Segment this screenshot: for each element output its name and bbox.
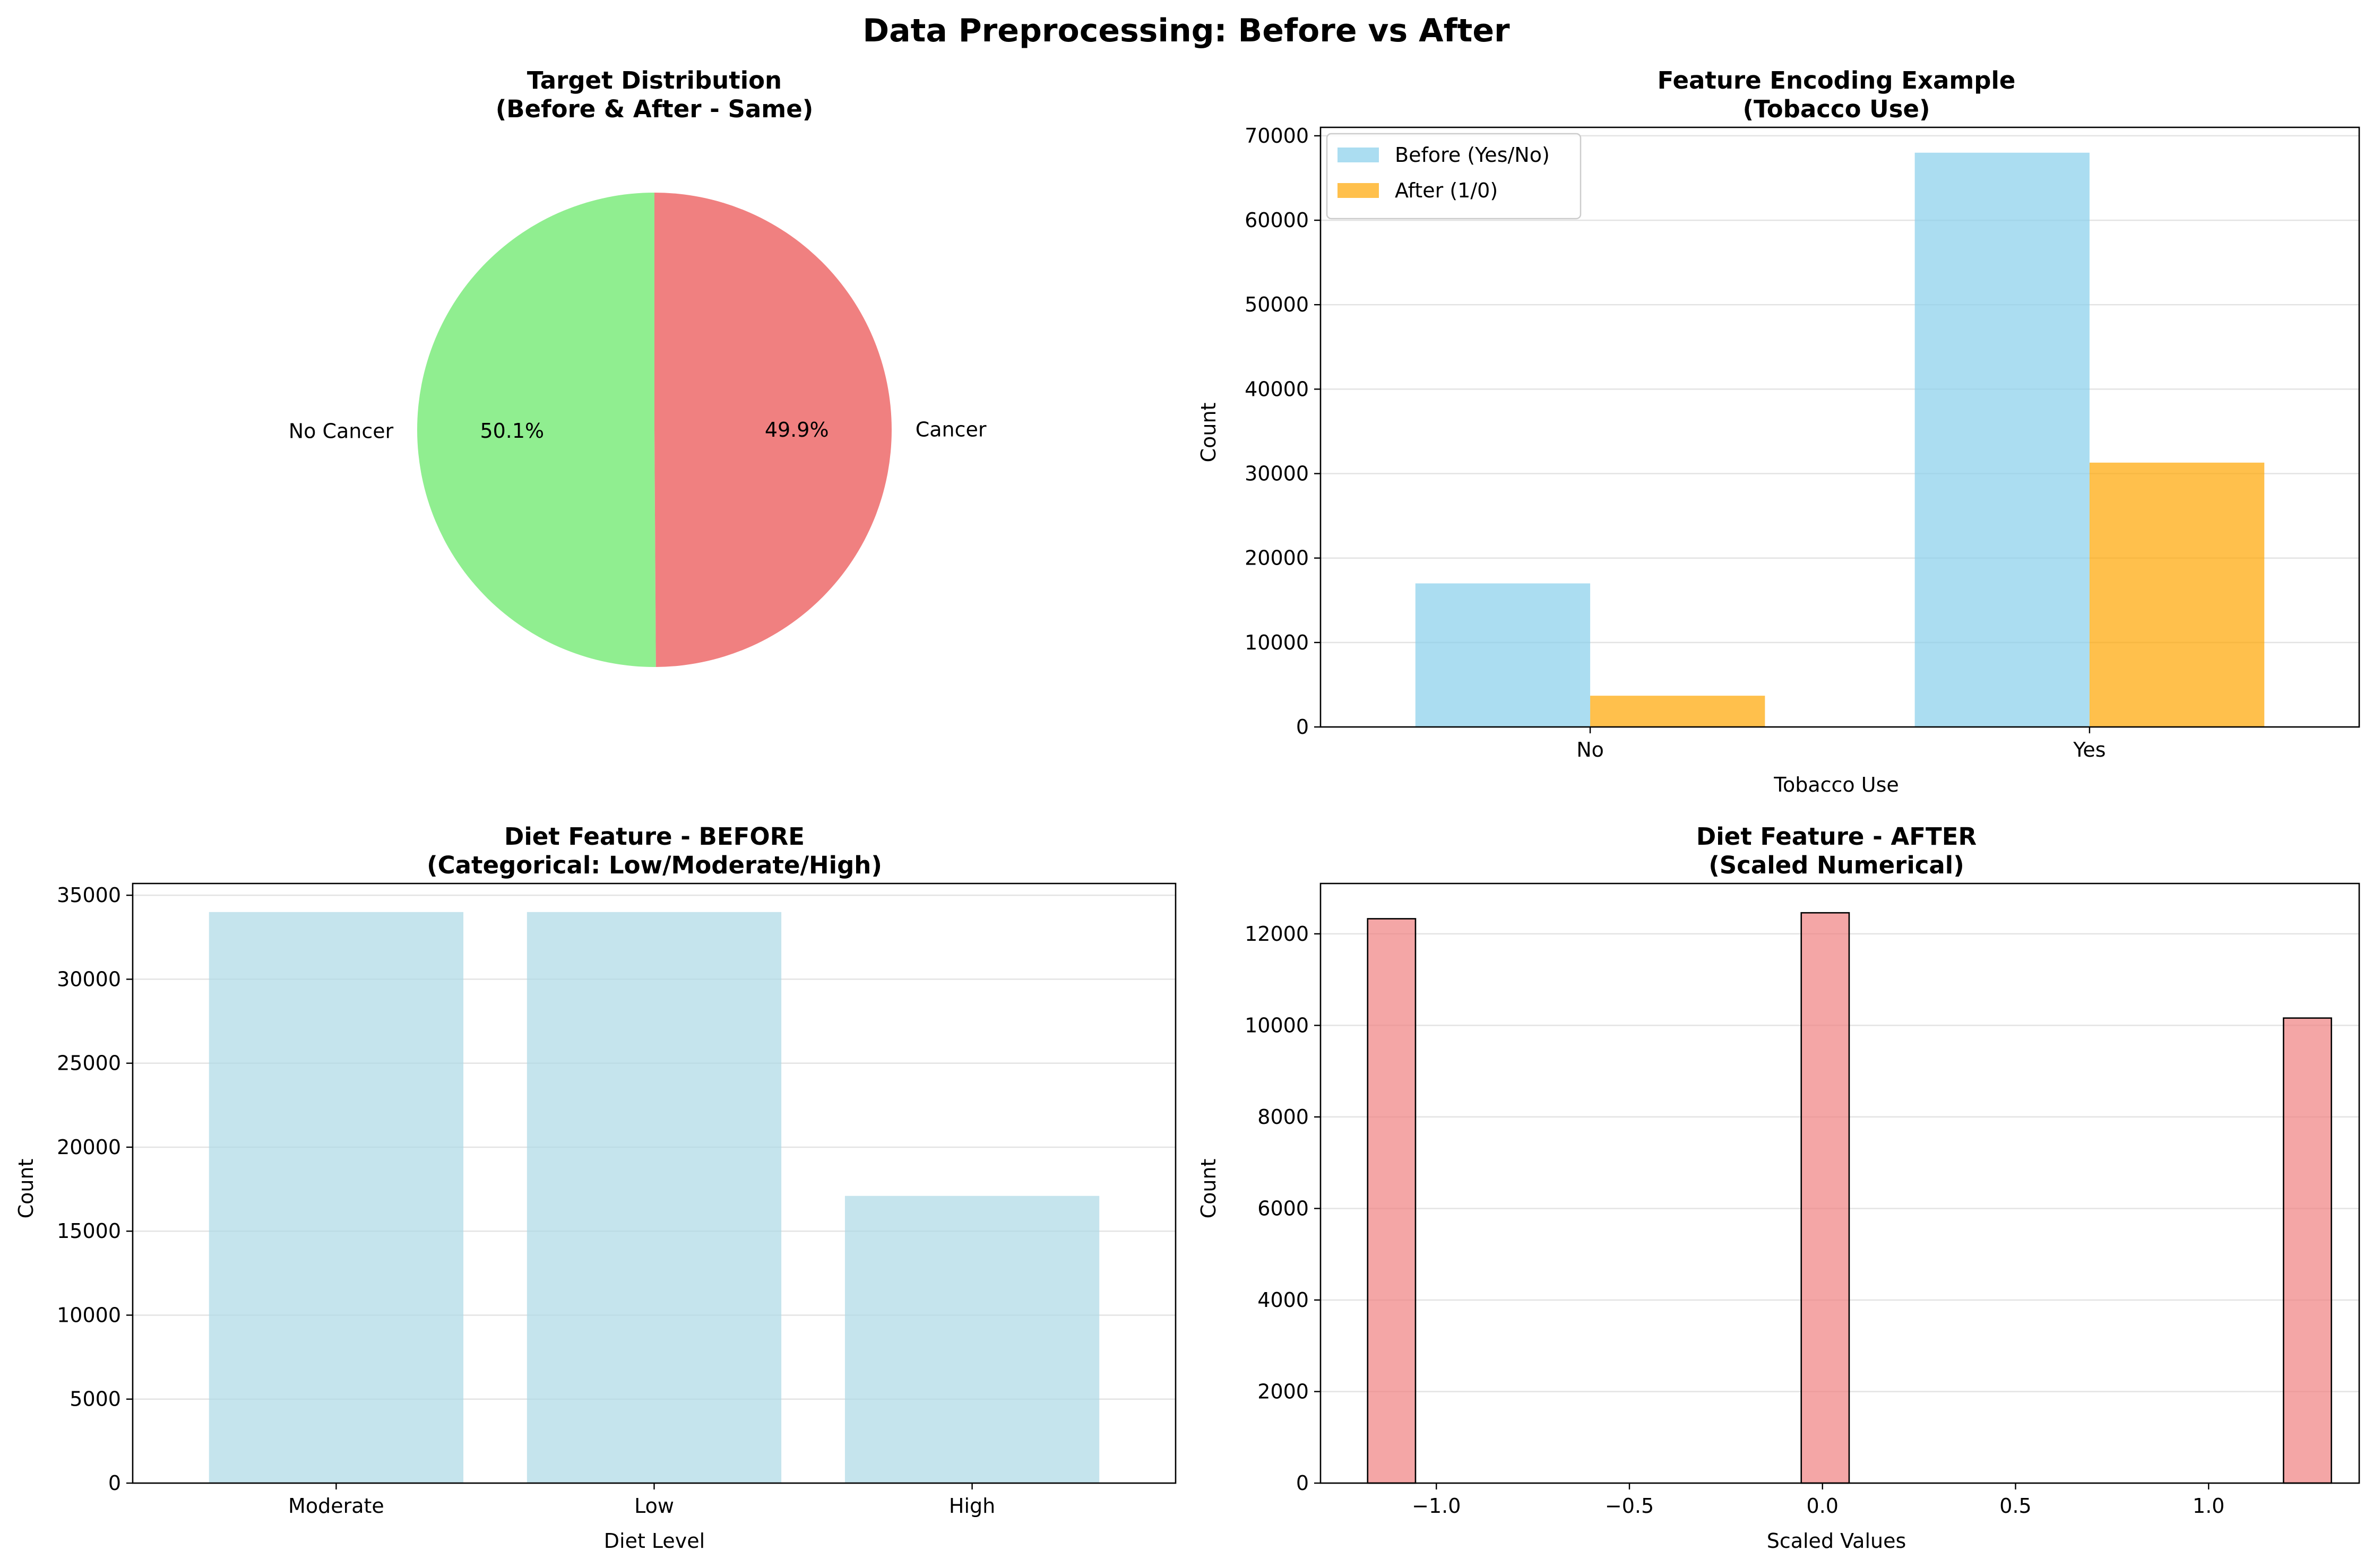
tobacco-y-axis-label: Count — [1197, 403, 1220, 463]
tobacco-x-tick-label: No — [1576, 738, 1604, 761]
tobacco-bar-after-yes — [2089, 462, 2265, 727]
diet-before-bar-moderate — [209, 912, 464, 1483]
tobacco-encoding-bar-panel: Feature Encoding Example (Tobacco Use) T… — [1197, 66, 2360, 796]
diet-after-histogram-panel: Diet Feature - AFTER (Scaled Numerical) … — [1197, 822, 2360, 1553]
diet-after-y-axis-label: Count — [1197, 1159, 1220, 1219]
diet-after-histogram-bar — [1367, 918, 1417, 1484]
diet-after-y-tick-label: 8000 — [1257, 1105, 1309, 1129]
diet-after-x-tick-label: −1.0 — [1412, 1494, 1461, 1518]
tobacco-bar-before-yes — [1914, 152, 2090, 727]
tobacco-legend-box — [1326, 133, 1582, 220]
diet-before-y-tick-label: 35000 — [57, 883, 121, 907]
diet-before-bar-high — [844, 1196, 1100, 1483]
tobacco-y-tick-label: 50000 — [1245, 293, 1309, 316]
figure-title: Data Preprocessing: Before vs After — [862, 12, 1510, 49]
pie-slice-no-cancer — [417, 193, 656, 667]
pie-title-line1: Target Distribution — [527, 66, 782, 94]
tobacco-y-tick-label: 70000 — [1245, 124, 1309, 148]
diet-after-y-tick-label: 12000 — [1245, 922, 1309, 946]
diet-after-y-tick-label: 0 — [1296, 1471, 1309, 1495]
diet-before-axes-frame — [132, 882, 1177, 1484]
tobacco-axes-frame — [1319, 126, 2360, 728]
tobacco-legend: Before (Yes/No) After (1/0) — [1326, 133, 1582, 220]
diet-before-title-line1: Diet Feature - BEFORE — [504, 822, 805, 851]
pie-label-no-cancer: No Cancer — [289, 420, 394, 443]
diet-before-y-tick-label: 30000 — [57, 967, 121, 991]
diet-before-y-tick-label: 0 — [108, 1471, 121, 1495]
pie-title-line2: (Before & After - Same) — [496, 95, 814, 123]
diet-before-bar-low — [527, 912, 782, 1483]
diet-before-y-tick-label: 25000 — [57, 1052, 121, 1075]
tobacco-bar-before-no — [1415, 583, 1591, 727]
diet-before-y-tick-label: 10000 — [57, 1303, 121, 1327]
pie-label-cancer: Cancer — [916, 418, 987, 441]
tobacco-legend-swatch-before — [1337, 148, 1379, 162]
tobacco-y-tick-label: 20000 — [1245, 547, 1309, 570]
diet-before-y-tick-label: 20000 — [57, 1136, 121, 1159]
diet-after-y-tick-label: 2000 — [1257, 1380, 1309, 1403]
target-distribution-pie-panel: Target Distribution (Before & After - Sa… — [289, 66, 987, 667]
diet-after-y-tick-label: 10000 — [1245, 1013, 1309, 1037]
diet-before-title-line2: (Categorical: Low/Moderate/High) — [427, 851, 882, 879]
diet-before-x-tick-label: Moderate — [288, 1494, 384, 1518]
tobacco-legend-swatch-after — [1337, 183, 1379, 198]
tobacco-legend-label-after: After (1/0) — [1395, 179, 1498, 202]
tobacco-y-tick-label: 30000 — [1245, 462, 1309, 486]
tobacco-y-tick-label: 10000 — [1245, 631, 1309, 654]
diet-after-x-tick-label: 0.5 — [1999, 1494, 2031, 1518]
diet-before-y-axis-label: Count — [14, 1159, 38, 1219]
diet-after-y-tick-label: 6000 — [1257, 1197, 1309, 1220]
tobacco-y-tick-label: 60000 — [1245, 209, 1309, 232]
tobacco-title-line2: (Tobacco Use) — [1742, 95, 1930, 123]
diet-after-histogram-bar — [2283, 1017, 2332, 1484]
diet-after-title-line1: Diet Feature - AFTER — [1696, 822, 1977, 851]
diet-after-y-tick-label: 4000 — [1257, 1288, 1309, 1312]
tobacco-y-tick-label: 40000 — [1245, 377, 1309, 401]
diet-after-histogram-bar — [1800, 912, 1850, 1484]
diet-after-title-line2: (Scaled Numerical) — [1708, 851, 1964, 879]
diet-before-bar-panel: Diet Feature - BEFORE (Categorical: Low/… — [14, 822, 1177, 1553]
tobacco-title-line1: Feature Encoding Example — [1658, 66, 2016, 94]
tobacco-x-tick-label: Yes — [2073, 738, 2106, 761]
pie-pct-label-no-cancer: 50.1% — [480, 419, 544, 443]
tobacco-y-tick-label: 0 — [1296, 715, 1309, 739]
diet-before-x-axis-label: Diet Level — [604, 1529, 705, 1553]
tobacco-legend-label-before: Before (Yes/No) — [1395, 143, 1550, 167]
diet-before-x-tick-label: Low — [634, 1494, 674, 1518]
diet-after-x-axis-label: Scaled Values — [1767, 1529, 1906, 1553]
diet-before-y-tick-label: 5000 — [70, 1388, 121, 1411]
pie-pct-label-cancer: 49.9% — [765, 418, 829, 441]
diet-after-axes-frame — [1319, 882, 2360, 1484]
diet-before-x-tick-label: High — [949, 1494, 995, 1518]
pie-slice-cancer — [654, 193, 892, 667]
tobacco-bar-after-no — [1590, 696, 1765, 727]
diet-before-y-tick-label: 15000 — [57, 1219, 121, 1243]
tobacco-x-axis-label: Tobacco Use — [1773, 773, 1899, 796]
diet-after-x-tick-label: 0.0 — [1807, 1494, 1839, 1518]
diet-after-x-tick-label: 1.0 — [2193, 1494, 2224, 1518]
diet-after-x-tick-label: −0.5 — [1605, 1494, 1654, 1518]
